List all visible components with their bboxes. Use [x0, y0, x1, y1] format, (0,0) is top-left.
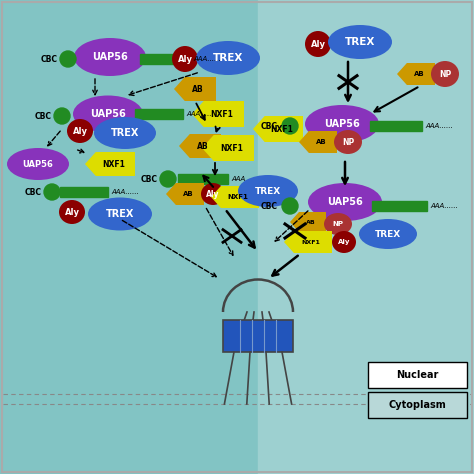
Polygon shape [192, 101, 244, 127]
Circle shape [282, 198, 298, 214]
Text: AB: AB [192, 84, 204, 93]
Text: Aly: Aly [73, 127, 88, 136]
Polygon shape [211, 186, 259, 208]
Text: Aly: Aly [64, 208, 80, 217]
Text: NP: NP [439, 70, 451, 79]
Text: UAP56: UAP56 [327, 197, 363, 207]
Text: AAA......: AAA...... [425, 123, 453, 129]
Ellipse shape [59, 200, 85, 224]
Bar [372, 201, 427, 211]
Text: CBC: CBC [35, 111, 52, 120]
Polygon shape [179, 134, 221, 158]
Circle shape [60, 51, 76, 67]
Text: NXF1: NXF1 [102, 159, 125, 168]
Ellipse shape [88, 198, 152, 230]
Text: TREX: TREX [345, 37, 375, 47]
Text: Cytoplasm: Cytoplasm [388, 400, 446, 410]
Text: NXF1: NXF1 [301, 239, 320, 245]
Polygon shape [284, 231, 332, 253]
Text: TREX: TREX [111, 128, 139, 138]
Ellipse shape [196, 41, 260, 75]
Ellipse shape [332, 231, 356, 253]
Bar [60, 187, 108, 197]
Text: AB: AB [198, 142, 209, 151]
Text: AAA......: AAA...... [186, 111, 214, 117]
Polygon shape [299, 131, 337, 153]
Text: TREX: TREX [106, 209, 134, 219]
Ellipse shape [305, 31, 331, 57]
Ellipse shape [74, 38, 146, 76]
Text: Aly: Aly [310, 39, 326, 48]
Text: Aly: Aly [177, 55, 192, 64]
Text: UAP56: UAP56 [90, 109, 126, 119]
Ellipse shape [201, 183, 225, 205]
Text: CBC: CBC [261, 201, 278, 210]
Text: NP: NP [332, 221, 344, 227]
Text: Aly: Aly [206, 190, 220, 199]
Text: NXF1: NXF1 [220, 144, 243, 153]
Bar [135, 109, 183, 119]
Polygon shape [85, 152, 135, 176]
FancyBboxPatch shape [368, 392, 467, 418]
Text: NXF1: NXF1 [210, 109, 233, 118]
Polygon shape [174, 77, 216, 101]
Text: UAP56: UAP56 [23, 159, 54, 168]
Polygon shape [166, 183, 204, 205]
Text: AAA......: AAA...... [111, 189, 139, 195]
Text: UAP56: UAP56 [324, 119, 360, 129]
Text: AAA......: AAA...... [193, 56, 221, 62]
Text: TREX: TREX [375, 229, 401, 238]
Ellipse shape [324, 213, 352, 235]
Text: NP: NP [342, 137, 354, 146]
Polygon shape [397, 63, 435, 85]
Bar [370, 121, 422, 131]
Circle shape [160, 171, 176, 187]
Bar [223, 320, 293, 352]
Text: CBC: CBC [261, 121, 278, 130]
Ellipse shape [308, 183, 382, 221]
Ellipse shape [7, 148, 69, 180]
Text: AB: AB [182, 191, 193, 197]
Text: AAA......: AAA...... [430, 203, 458, 209]
Text: AB: AB [414, 71, 424, 77]
Text: Nuclear: Nuclear [396, 370, 438, 380]
Text: TREX: TREX [213, 53, 243, 63]
Ellipse shape [305, 105, 379, 143]
Text: TREX: TREX [255, 186, 281, 195]
Bar [178, 174, 228, 184]
Polygon shape [202, 135, 254, 161]
Ellipse shape [73, 95, 143, 133]
Text: CBC: CBC [25, 188, 42, 197]
Bar [0, 0, 258, 474]
Ellipse shape [359, 219, 417, 249]
Ellipse shape [67, 119, 93, 143]
Bar [258, 0, 474, 474]
FancyBboxPatch shape [368, 362, 467, 388]
Bar [140, 54, 190, 64]
Text: NXF1: NXF1 [228, 194, 248, 200]
Ellipse shape [431, 61, 459, 87]
Text: UAP56: UAP56 [92, 52, 128, 62]
Text: AB: AB [316, 139, 326, 145]
Text: Aly: Aly [338, 239, 350, 245]
Ellipse shape [328, 25, 392, 59]
Text: CBC: CBC [41, 55, 58, 64]
Text: NXF1: NXF1 [270, 125, 293, 134]
Text: AAA......: AAA...... [231, 176, 259, 182]
Circle shape [44, 184, 60, 200]
Circle shape [282, 118, 298, 134]
Ellipse shape [334, 130, 362, 154]
Polygon shape [290, 212, 326, 232]
Text: CBC: CBC [141, 174, 158, 183]
Circle shape [54, 108, 70, 124]
Ellipse shape [238, 175, 298, 207]
Ellipse shape [94, 117, 156, 149]
Polygon shape [253, 116, 303, 142]
Text: AB: AB [306, 219, 316, 225]
Ellipse shape [172, 46, 198, 72]
